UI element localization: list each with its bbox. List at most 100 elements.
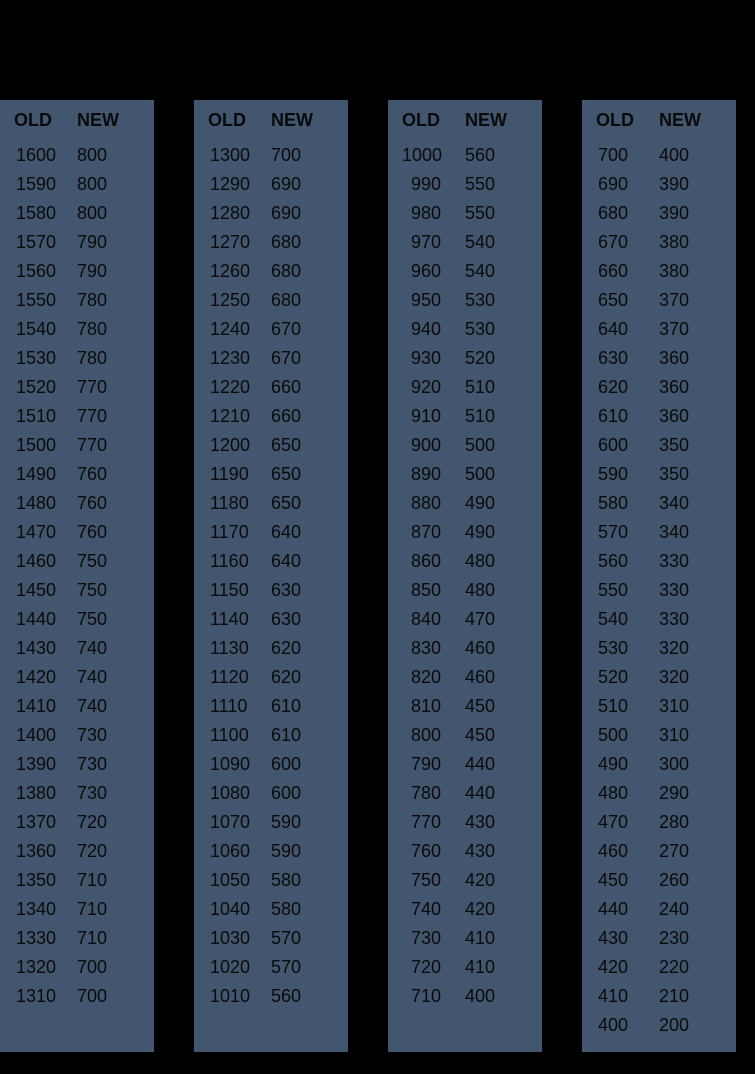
- cell-new: 730: [77, 750, 140, 779]
- cell-old: 880: [402, 489, 465, 518]
- table-row: 1260680: [194, 257, 348, 286]
- table-row: 910510: [388, 402, 542, 431]
- cell-old: 1400: [14, 721, 77, 750]
- cell-new: 390: [659, 199, 722, 228]
- cell-old: 1580: [14, 199, 77, 228]
- conversion-table-container: OLDNEW1600800159080015808001570790156079…: [0, 0, 755, 1052]
- cell-new: 770: [77, 402, 140, 431]
- cell-new: 640: [271, 518, 334, 547]
- cell-old: 650: [596, 286, 659, 315]
- cell-new: 560: [271, 982, 334, 1011]
- table-row: 900500: [388, 431, 542, 460]
- cell-new: 430: [465, 808, 528, 837]
- table-row: 1120620: [194, 663, 348, 692]
- cell-new: 490: [465, 518, 528, 547]
- cell-old: 1380: [14, 779, 77, 808]
- cell-new: 360: [659, 402, 722, 431]
- cell-old: 1480: [14, 489, 77, 518]
- cell-new: 410: [465, 924, 528, 953]
- table-row: 660380: [582, 257, 736, 286]
- table-row: 500310: [582, 721, 736, 750]
- cell-old: 1150: [208, 576, 271, 605]
- cell-old: 1010: [208, 982, 271, 1011]
- cell-new: 710: [77, 895, 140, 924]
- cell-new: 330: [659, 605, 722, 634]
- cell-new: 610: [271, 721, 334, 750]
- cell-new: 500: [465, 460, 528, 489]
- table-row: 1180650: [194, 489, 348, 518]
- table-row: 510310: [582, 692, 736, 721]
- cell-old: 1250: [208, 286, 271, 315]
- cell-old: 780: [402, 779, 465, 808]
- cell-new: 380: [659, 257, 722, 286]
- cell-new: 690: [271, 199, 334, 228]
- table-row: 1130620: [194, 634, 348, 663]
- cell-old: 620: [596, 373, 659, 402]
- cell-old: 960: [402, 257, 465, 286]
- table-row: 970540: [388, 228, 542, 257]
- table-row: 1330710: [0, 924, 154, 953]
- cell-new: 620: [271, 634, 334, 663]
- cell-old: 1210: [208, 402, 271, 431]
- cell-old: 510: [596, 692, 659, 721]
- table-row: 730410: [388, 924, 542, 953]
- table-row: 800450: [388, 721, 542, 750]
- table-row: 1320700: [0, 953, 154, 982]
- table-row: 1410740: [0, 692, 154, 721]
- cell-new: 780: [77, 344, 140, 373]
- table-row: 990550: [388, 170, 542, 199]
- table-row: 1360720: [0, 837, 154, 866]
- cell-new: 800: [77, 170, 140, 199]
- cell-old: 990: [402, 170, 465, 199]
- cell-new: 520: [465, 344, 528, 373]
- cell-new: 530: [465, 286, 528, 315]
- table-row: 710400: [388, 982, 542, 1011]
- cell-old: 690: [596, 170, 659, 199]
- cell-old: 900: [402, 431, 465, 460]
- cell-new: 740: [77, 663, 140, 692]
- table-row: 810450: [388, 692, 542, 721]
- cell-old: 1370: [14, 808, 77, 837]
- table-row: 1080600: [194, 779, 348, 808]
- cell-new: 780: [77, 286, 140, 315]
- table-row: 1570790: [0, 228, 154, 257]
- cell-old: 950: [402, 286, 465, 315]
- cell-old: 710: [402, 982, 465, 1011]
- cell-old: 760: [402, 837, 465, 866]
- cell-old: 1390: [14, 750, 77, 779]
- cell-old: 580: [596, 489, 659, 518]
- cell-old: 1140: [208, 605, 271, 634]
- table-column-3: OLDNEW1000560990550980550970540960540950…: [388, 100, 542, 1052]
- cell-old: 1000: [402, 141, 465, 170]
- table-row: 590350: [582, 460, 736, 489]
- table-row: 1430740: [0, 634, 154, 663]
- table-row: 1280690: [194, 199, 348, 228]
- table-header-row: OLDNEW: [388, 110, 542, 141]
- cell-new: 630: [271, 605, 334, 634]
- cell-old: 1260: [208, 257, 271, 286]
- cell-old: 680: [596, 199, 659, 228]
- cell-new: 540: [465, 228, 528, 257]
- cell-new: 670: [271, 315, 334, 344]
- table-row: 1590800: [0, 170, 154, 199]
- table-row: 1400730: [0, 721, 154, 750]
- table-row: 640370: [582, 315, 736, 344]
- cell-old: 1320: [14, 953, 77, 982]
- cell-new: 590: [271, 837, 334, 866]
- table-row: 1470760: [0, 518, 154, 547]
- table-row: 420220: [582, 953, 736, 982]
- table-row: 460270: [582, 837, 736, 866]
- cell-new: 580: [271, 866, 334, 895]
- table-row: 1160640: [194, 547, 348, 576]
- cell-new: 790: [77, 228, 140, 257]
- cell-new: 210: [659, 982, 722, 1011]
- cell-new: 510: [465, 373, 528, 402]
- cell-old: 1030: [208, 924, 271, 953]
- header-old: OLD: [208, 110, 271, 131]
- table-row: 1580800: [0, 199, 154, 228]
- table-row: 1240670: [194, 315, 348, 344]
- cell-new: 500: [465, 431, 528, 460]
- cell-old: 800: [402, 721, 465, 750]
- header-new: NEW: [77, 110, 140, 131]
- cell-new: 760: [77, 489, 140, 518]
